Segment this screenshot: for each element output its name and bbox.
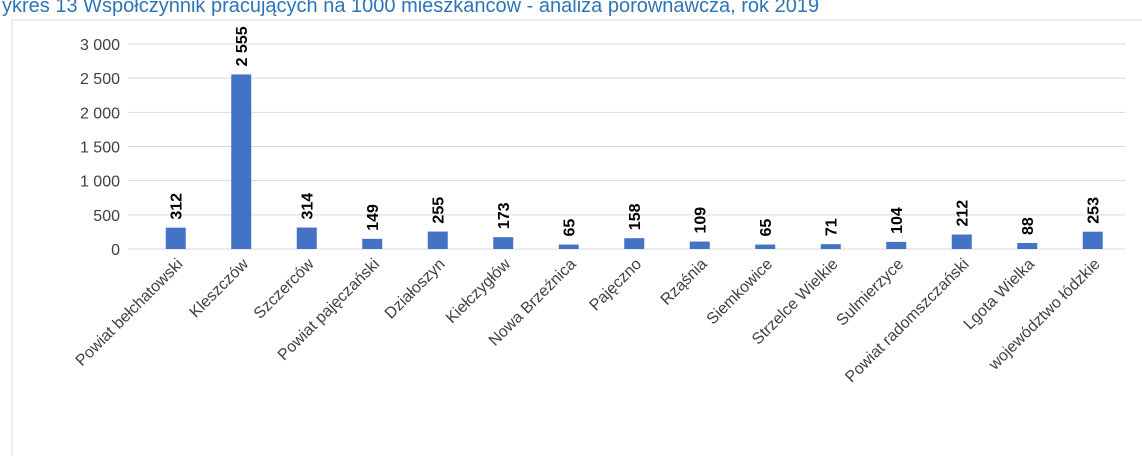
x-tick-label: Rząśnia [658, 256, 711, 309]
x-tick-label: Szczerców [251, 255, 318, 322]
y-tick-label: 1 500 [80, 140, 120, 157]
data-label: 314 [300, 193, 317, 220]
data-label: 255 [431, 197, 448, 224]
data-label: 149 [365, 204, 382, 231]
data-label: 109 [693, 207, 710, 234]
data-label: 88 [1020, 217, 1037, 235]
bar [558, 244, 579, 249]
x-tick-label: województwo łódzkie [985, 256, 1103, 374]
data-label: 312 [169, 193, 186, 220]
y-tick-label: 1 000 [80, 174, 120, 191]
x-tick-label: Kiełczygłów [443, 255, 514, 326]
bar [362, 238, 383, 249]
bar [1082, 231, 1103, 249]
x-tick-label: Sulmierzyce [833, 256, 907, 330]
bar [165, 227, 186, 249]
y-tick-label: 2 000 [80, 105, 120, 122]
chart-frame [11, 19, 1142, 456]
bar [689, 241, 710, 249]
chart-title: ykres 13 Współczynnik pracujących na 100… [2, 0, 819, 17]
bar [624, 238, 645, 249]
x-tick-label: Kleszczów [187, 255, 253, 321]
data-label: 104 [889, 207, 906, 234]
data-label: 158 [627, 203, 644, 230]
bar [493, 237, 514, 249]
data-label: 173 [496, 202, 513, 229]
x-tick-label: Pajęczno [587, 256, 646, 315]
data-label: 71 [824, 218, 841, 236]
data-label: 2 555 [234, 26, 251, 66]
x-tick-label: Powiat bełchatowski [73, 256, 187, 370]
bar [1017, 242, 1038, 249]
data-label: 253 [1086, 197, 1103, 224]
x-tick-label: Działoszyn [382, 256, 449, 323]
x-tick-label: Siemkowice [704, 256, 776, 328]
bar [820, 244, 841, 249]
data-label: 212 [955, 200, 972, 227]
bar [231, 74, 252, 250]
bar [296, 227, 317, 249]
bar [755, 244, 776, 249]
y-tick-label: 3 000 [80, 37, 120, 54]
bar [886, 241, 907, 249]
data-label: 65 [758, 219, 775, 237]
y-tick-label: 0 [111, 242, 120, 259]
bar [427, 231, 448, 249]
y-tick-label: 500 [93, 208, 120, 225]
data-label: 65 [562, 219, 579, 237]
bar [951, 234, 972, 249]
y-tick-label: 2 500 [80, 71, 120, 88]
x-tick-label: Powiat radomszczański [842, 256, 972, 386]
